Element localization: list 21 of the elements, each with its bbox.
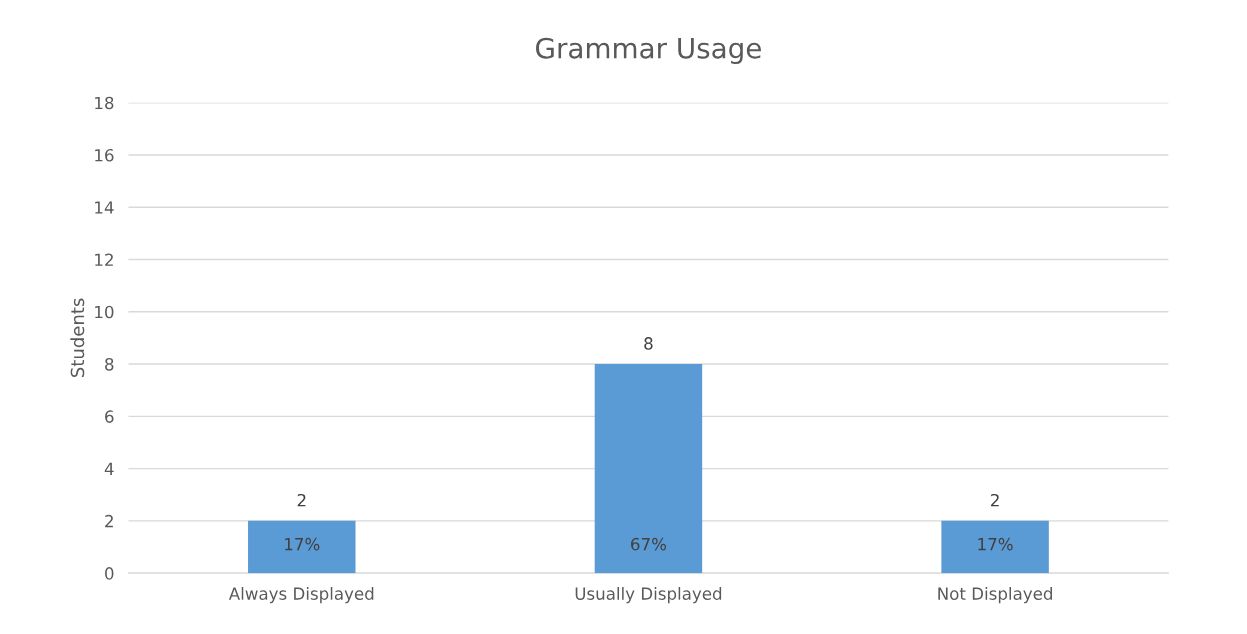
y-tick-label: 14 (95, 201, 114, 214)
y-tick-label: 6 (105, 410, 114, 423)
y-tick-label: 0 (105, 567, 114, 580)
data-label: 2 (297, 493, 306, 507)
y-tick-label: 2 (105, 514, 113, 528)
y-tick-label: 10 (95, 305, 114, 319)
data-label: 8 (644, 337, 653, 350)
annotation: 17% (978, 537, 1013, 551)
x-tick-label: Not Displayed (938, 587, 1052, 604)
chart-title: Grammar Usage (536, 37, 761, 65)
y-tick-label: 16 (95, 148, 114, 162)
y-tick-label: 4 (104, 462, 114, 475)
y-tick-label: 8 (105, 358, 114, 371)
y-tick-label: 18 (95, 96, 114, 110)
data-label: 2 (991, 493, 999, 507)
annotation: 17% (285, 537, 320, 551)
y-tick-label: 12 (95, 253, 113, 266)
annotation: 67% (631, 537, 667, 551)
x-tick-label: Always Displayed (228, 587, 374, 604)
y-axis-title: Students (70, 298, 85, 377)
x-tick-label: Usually Displayed (575, 587, 722, 604)
